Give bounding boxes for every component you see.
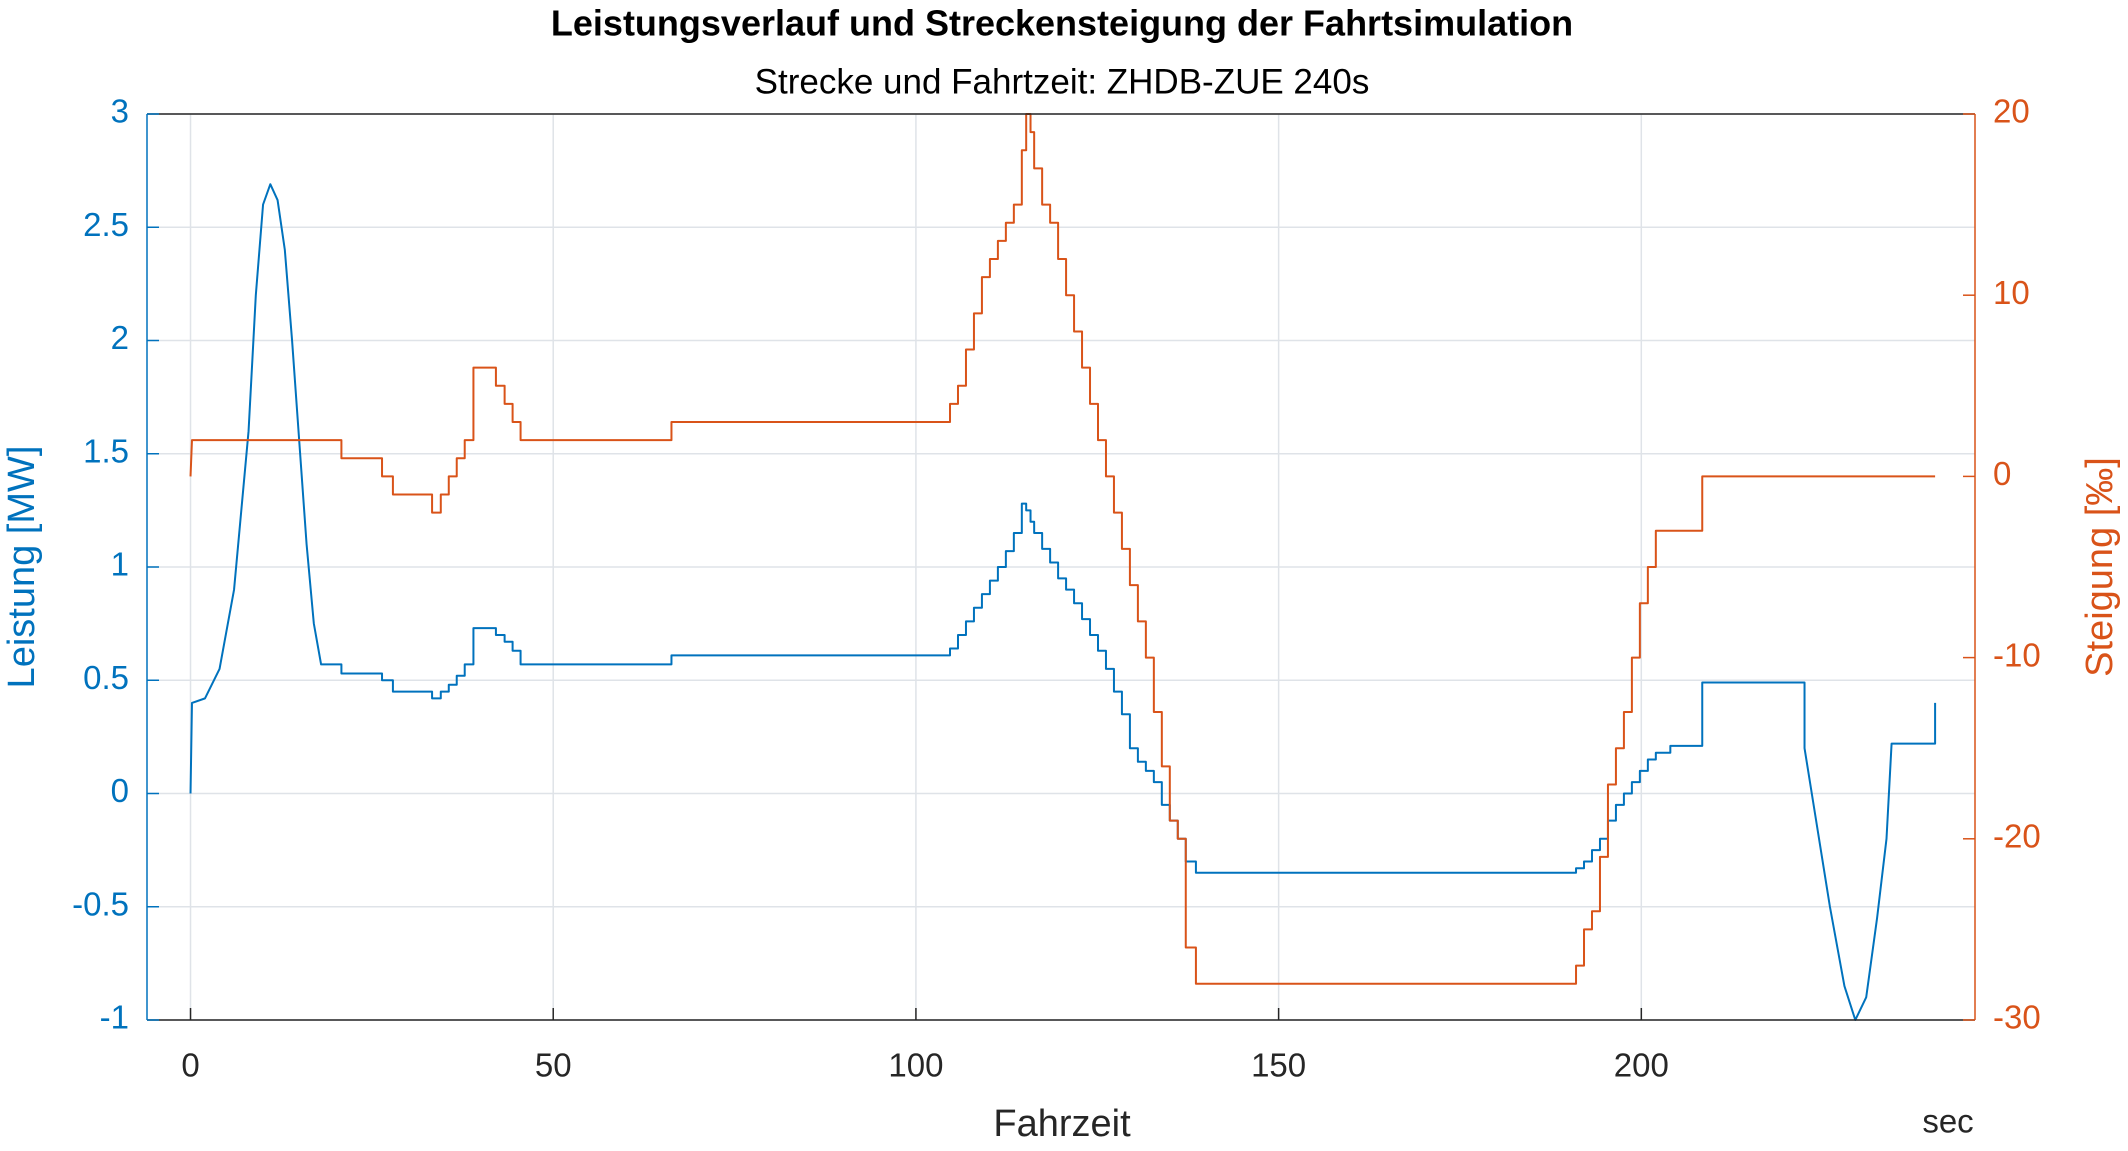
y-tick-label: 1 — [111, 546, 129, 583]
y-tick-label: 0 — [111, 772, 129, 809]
x-tick-label: 150 — [1251, 1047, 1306, 1084]
y-tick-label: -1 — [100, 999, 129, 1036]
data-line — [189, 183, 1937, 1021]
chart-subtitle: Strecke und Fahrtzeit: ZHDB-ZUE 240s — [755, 62, 1370, 101]
chart-title: Leistungsverlauf und Streckensteigung de… — [551, 3, 1573, 44]
y2-tick-label: 20 — [1993, 93, 2030, 130]
y2-tick-label: 0 — [1993, 455, 2011, 492]
x-axis-unit: sec — [1922, 1103, 1973, 1140]
x-tick-label: 100 — [888, 1047, 943, 1084]
y-tick-label: 2 — [111, 319, 129, 356]
y-axis-label: Leistung [MW] — [1, 446, 43, 689]
y2-tick-label: -30 — [1993, 999, 2041, 1036]
y-tick-label: 1.5 — [83, 432, 129, 469]
data-line — [189, 113, 1936, 985]
y-tick-label: 2.5 — [83, 206, 129, 243]
y-tick-label: 0.5 — [83, 659, 129, 696]
x-axis-label: Fahrzeit — [993, 1103, 1131, 1145]
y-tick-label: 3 — [111, 93, 129, 130]
y-tick-label: -0.5 — [72, 885, 129, 922]
x-tick-label: 0 — [181, 1047, 199, 1084]
x-tick-label: 200 — [1614, 1047, 1669, 1084]
y2-tick-label: 10 — [1993, 274, 2030, 311]
y2-axis-label: Steigung [‰] — [2079, 457, 2121, 677]
y2-tick-label: -10 — [1993, 636, 2041, 673]
y2-tick-label: -20 — [1993, 818, 2041, 855]
x-tick-label: 50 — [535, 1047, 572, 1084]
